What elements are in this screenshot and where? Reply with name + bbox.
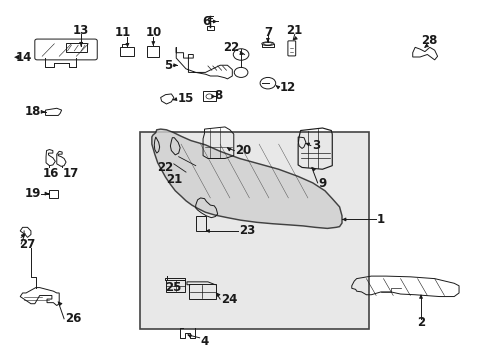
Text: 19: 19 [24, 187, 41, 200]
Text: 23: 23 [238, 224, 254, 238]
Text: 3: 3 [311, 139, 319, 152]
Text: 7: 7 [264, 26, 271, 39]
Text: 13: 13 [73, 24, 89, 37]
Text: 17: 17 [62, 167, 79, 180]
Text: 11: 11 [115, 27, 131, 40]
Polygon shape [152, 129, 341, 228]
Text: 2: 2 [416, 316, 424, 329]
Text: 21: 21 [166, 173, 182, 186]
Text: 9: 9 [318, 177, 326, 190]
Text: 10: 10 [145, 27, 161, 40]
Text: 22: 22 [157, 161, 173, 174]
Text: 25: 25 [164, 281, 181, 294]
Text: 6: 6 [202, 15, 210, 28]
Text: 26: 26 [65, 312, 81, 325]
Text: 12: 12 [279, 81, 295, 94]
Text: 18: 18 [25, 105, 41, 118]
Text: 24: 24 [221, 293, 237, 306]
Text: 4: 4 [200, 335, 208, 348]
Text: 8: 8 [213, 89, 222, 102]
Text: 5: 5 [163, 59, 171, 72]
Text: ◀: ◀ [14, 54, 20, 60]
Text: 21: 21 [286, 24, 302, 37]
Text: 22: 22 [223, 41, 239, 54]
Text: 16: 16 [42, 167, 59, 180]
Text: 27: 27 [19, 238, 36, 251]
Bar [140, 132, 368, 329]
Text: 28: 28 [420, 33, 436, 47]
Text: 14: 14 [16, 51, 32, 64]
Text: 15: 15 [177, 92, 193, 105]
Text: 20: 20 [234, 144, 250, 157]
Text: 1: 1 [376, 213, 385, 226]
